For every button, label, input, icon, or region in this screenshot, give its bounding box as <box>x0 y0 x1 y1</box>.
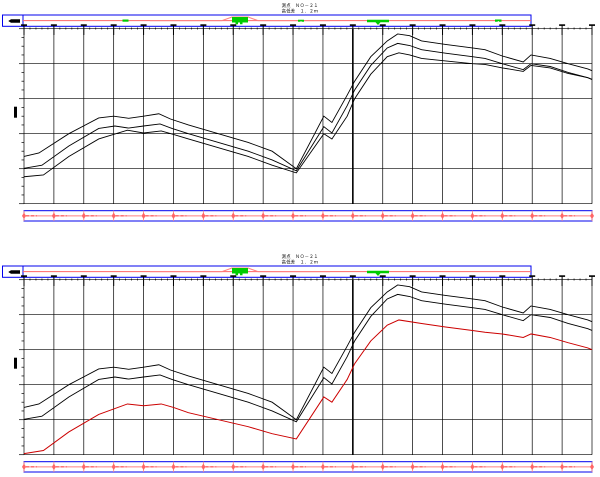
svg-text:高低差 １．２ｍ: 高低差 １．２ｍ <box>282 7 319 14</box>
svg-text:高低差 １．２ｍ: 高低差 １．２ｍ <box>282 258 319 265</box>
